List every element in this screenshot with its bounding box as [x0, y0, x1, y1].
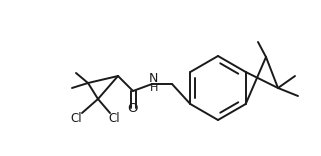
- Text: N: N: [148, 73, 158, 85]
- Text: Cl: Cl: [108, 112, 120, 124]
- Text: O: O: [128, 102, 138, 115]
- Text: H: H: [150, 83, 158, 93]
- Text: Cl: Cl: [70, 112, 82, 124]
